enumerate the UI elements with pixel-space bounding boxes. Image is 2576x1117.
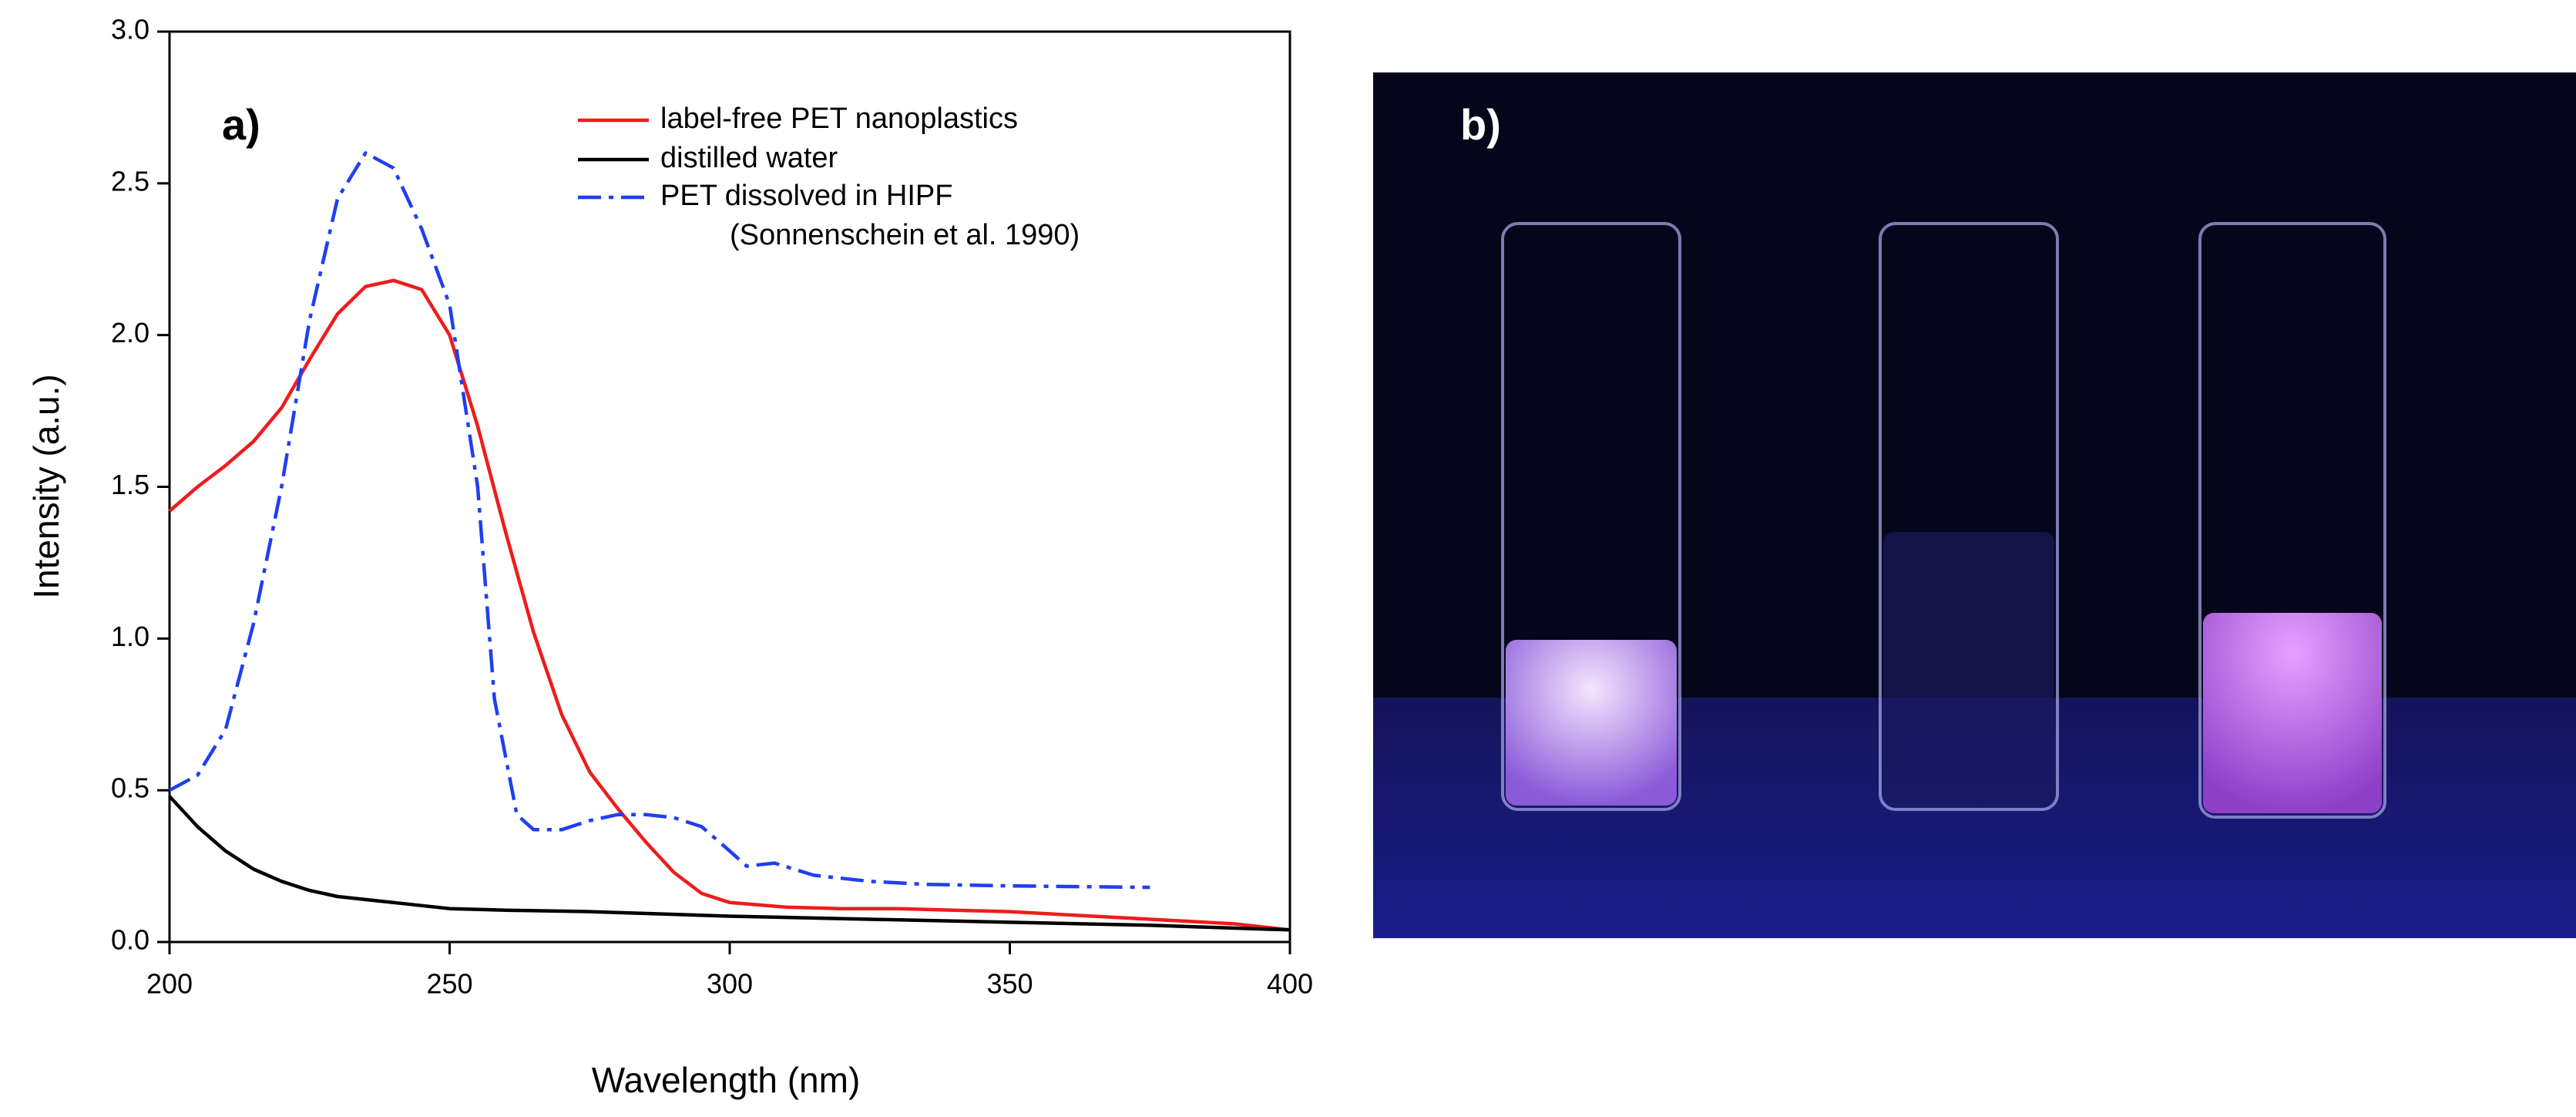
y-tick-label: 3.0 [111, 14, 149, 45]
legend-label: PET dissolved in HIPF [660, 180, 952, 212]
x-tick-label: 200 [146, 968, 193, 1000]
panel-label: b) [1460, 100, 1501, 149]
y-axis-title: Intensity (a.u.) [26, 374, 66, 598]
vial-liquid [1506, 640, 1677, 806]
y-tick-label: 0.0 [111, 924, 149, 956]
y-tick-label: 0.5 [111, 772, 149, 804]
y-tick-label: 1.5 [111, 469, 149, 500]
y-tick-label: 2.5 [111, 165, 149, 197]
x-tick-label: 400 [1267, 968, 1313, 1000]
x-axis-title: Wavelength (nm) [592, 1060, 861, 1100]
vials [1501, 222, 2386, 819]
photo-panel: b) [1373, 72, 2576, 938]
vial-liquid [2203, 613, 2382, 813]
data-line [168, 795, 1291, 932]
data-line [168, 278, 1291, 932]
vial-liquid [1883, 532, 2054, 806]
legend-label: label-free PET nanoplastics [660, 103, 1018, 135]
data-line [168, 151, 1150, 890]
y-tick-label: 1.0 [111, 621, 149, 652]
x-tick-label: 300 [707, 968, 753, 1000]
legend-note: (Sonnenschein et al. 1990) [730, 219, 1080, 251]
x-tick-label: 250 [426, 968, 472, 1000]
panel-label: a) [222, 100, 260, 149]
x-tick-label: 350 [986, 968, 1033, 1000]
chart: a) Wavelength (nm) Intensity (a.u.) 200 2… [26, 14, 1313, 1101]
y-tick-label: 2.0 [111, 317, 149, 348]
legend-label: distilled water [660, 142, 838, 174]
